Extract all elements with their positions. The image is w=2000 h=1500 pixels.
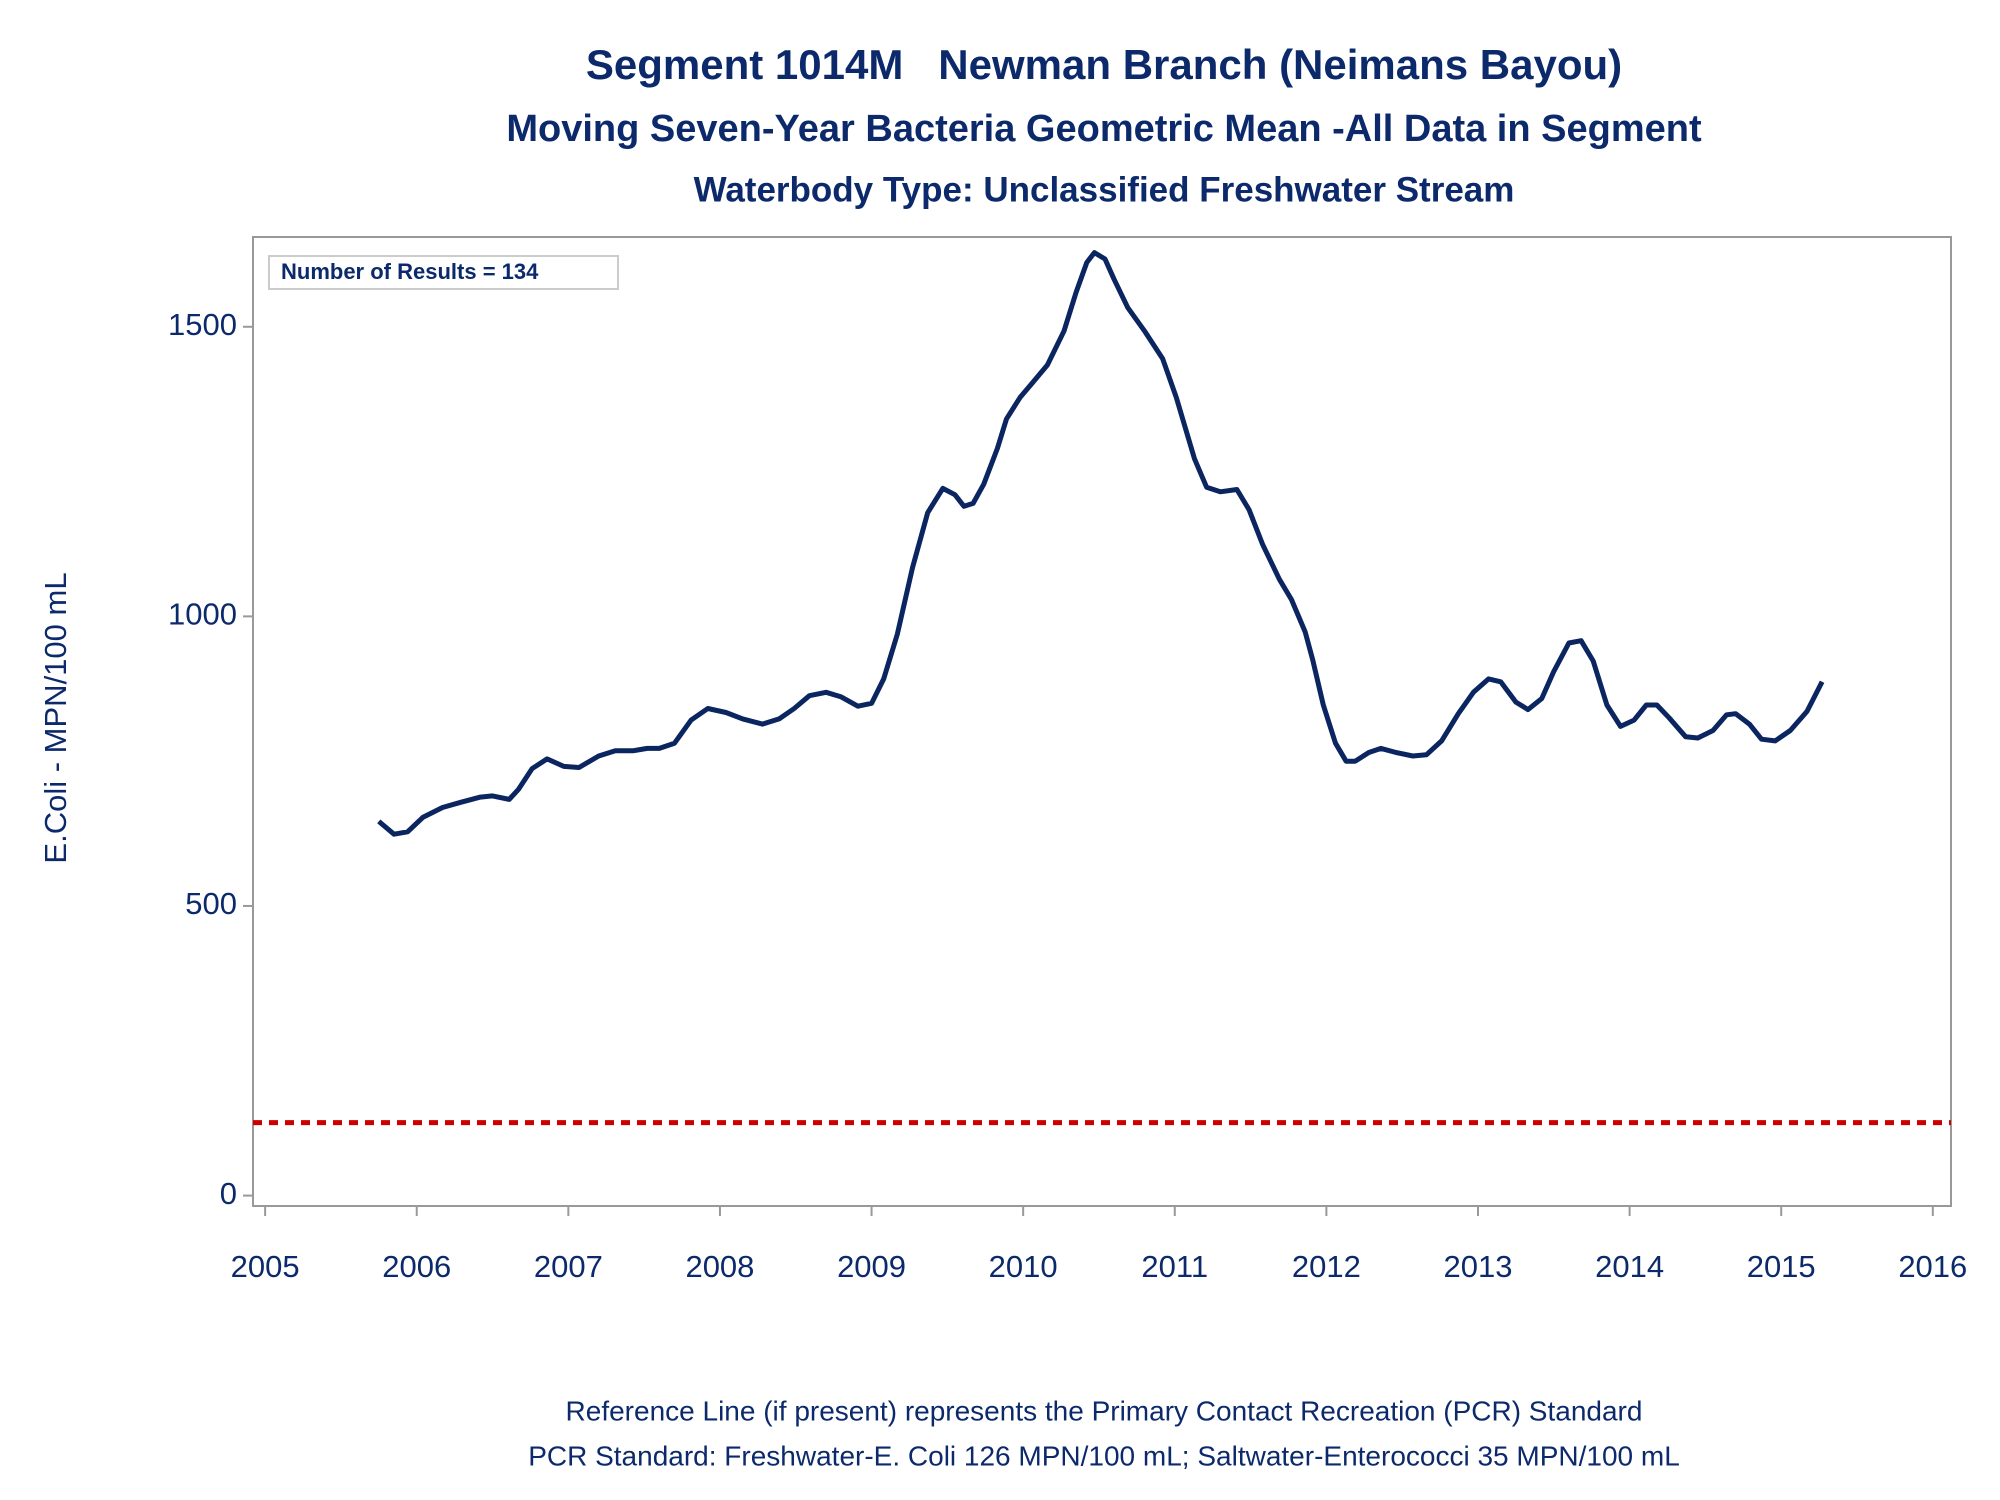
x-tick-label: 2007 — [534, 1249, 603, 1284]
y-axis-label: E.Coli - MPN/100 mL — [38, 572, 73, 863]
x-tick-label: 2006 — [382, 1249, 451, 1284]
x-tick-label: 2016 — [1898, 1249, 1967, 1284]
annotation-box — [268, 255, 619, 290]
x-tick-label: 2008 — [685, 1249, 754, 1284]
y-tick-label: 1500 — [168, 307, 237, 342]
plot-frame — [252, 236, 1952, 1207]
footnote: Reference Line (if present) represents t… — [566, 1395, 1643, 1426]
x-tick-label: 2012 — [1292, 1249, 1361, 1284]
chart-subtitle: Waterbody Type: Unclassified Freshwater … — [694, 170, 1515, 209]
footnote: PCR Standard: Freshwater-E. Coli 126 MPN… — [528, 1440, 1680, 1471]
x-tick-label: 2005 — [231, 1249, 300, 1284]
y-tick-label: 500 — [185, 886, 237, 921]
x-tick-label: 2009 — [837, 1249, 906, 1284]
chart-subtitle: Moving Seven-Year Bacteria Geometric Mea… — [506, 108, 1702, 150]
x-tick-label: 2015 — [1747, 1249, 1816, 1284]
annotation: Number of Results = 134 — [281, 259, 539, 284]
data-line — [377, 250, 1825, 837]
x-tick-label: 2014 — [1595, 1249, 1664, 1284]
x-tick-label: 2011 — [1141, 1249, 1208, 1284]
y-tick-label: 0 — [220, 1176, 237, 1211]
chart-title: Segment 1014M Newman Branch (Neimans Bay… — [586, 41, 1622, 88]
x-tick-label: 2010 — [989, 1249, 1058, 1284]
y-tick-label: 1000 — [168, 597, 237, 632]
x-tick-label: 2013 — [1444, 1249, 1513, 1284]
